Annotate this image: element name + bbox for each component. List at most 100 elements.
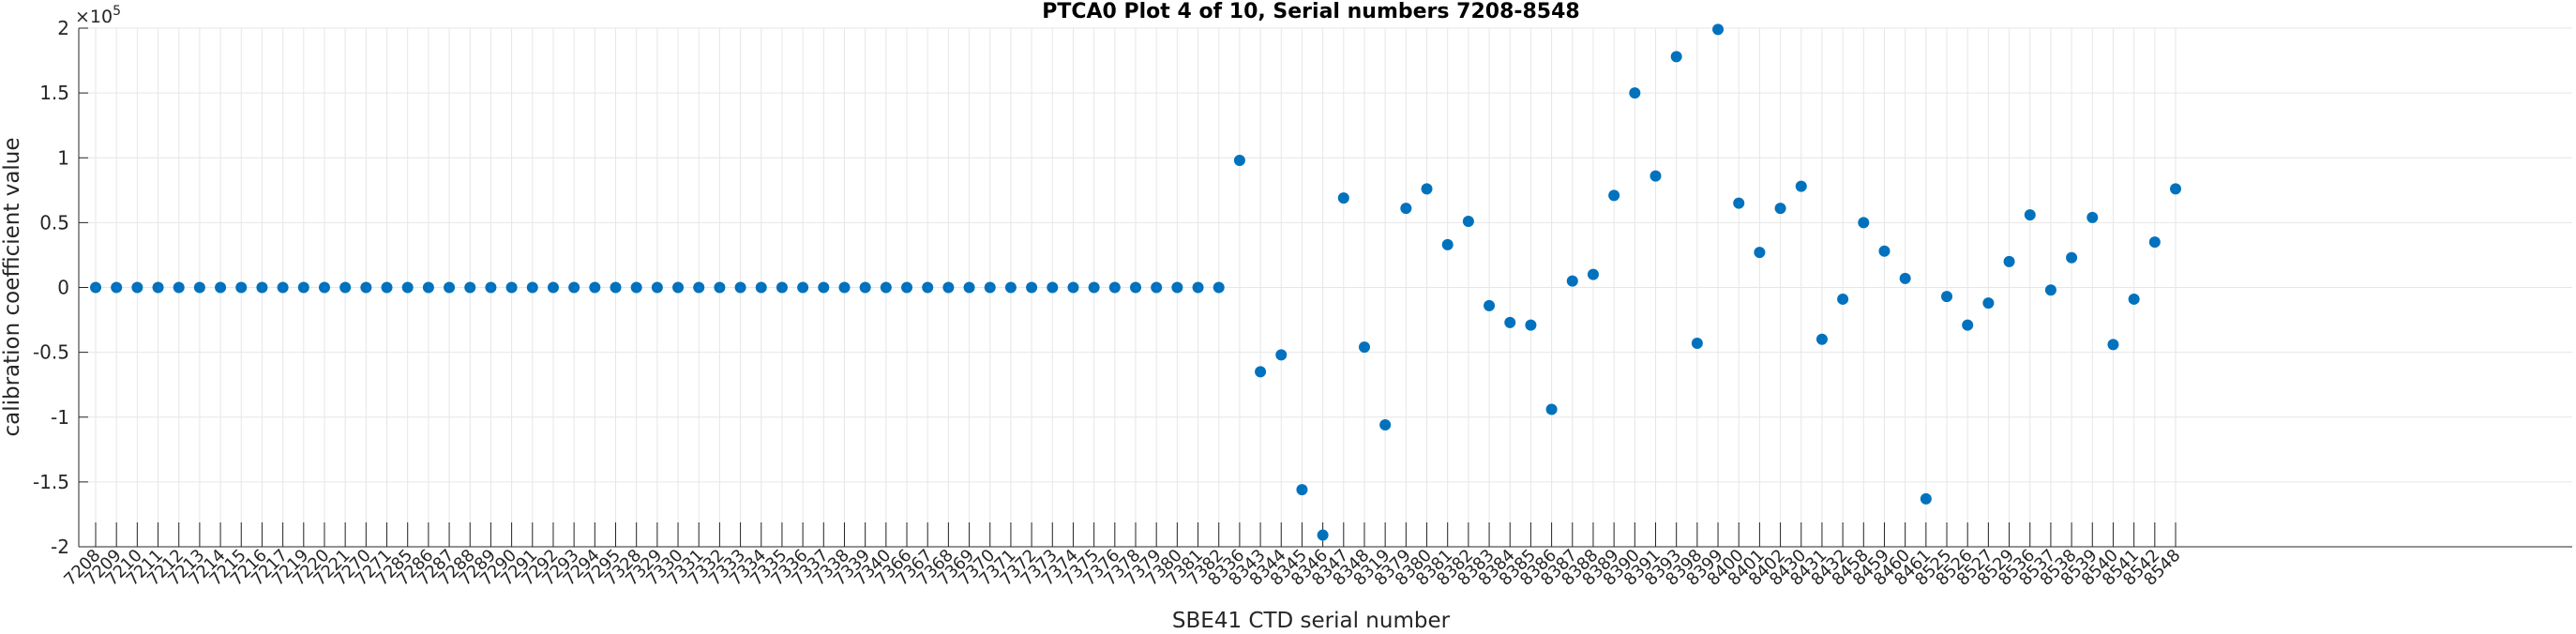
- data-point-8381: [1441, 238, 1454, 250]
- data-point-7209: [111, 281, 123, 294]
- y-tick-label: -0.5: [33, 341, 69, 364]
- data-point-8383: [1484, 299, 1496, 311]
- data-point-7375: [1088, 281, 1100, 294]
- data-point-8431: [1815, 333, 1828, 345]
- data-point-8388: [1587, 268, 1599, 280]
- data-point-8385: [1525, 319, 1537, 331]
- data-point-7210: [131, 281, 143, 294]
- data-point-8393: [1670, 51, 1682, 63]
- data-point-7373: [1047, 281, 1059, 294]
- data-point-7295: [610, 281, 622, 294]
- data-point-8542: [2148, 236, 2161, 249]
- data-point-8384: [1504, 316, 1516, 328]
- data-point-8390: [1629, 87, 1641, 99]
- data-point-7380: [1171, 281, 1183, 294]
- data-point-8548: [2170, 183, 2181, 195]
- data-point-7270: [360, 281, 372, 294]
- data-point-8348: [1358, 341, 1370, 354]
- data-point-8527: [1982, 297, 1995, 309]
- data-point-7333: [734, 281, 746, 294]
- data-point-7329: [651, 281, 663, 294]
- data-point-7215: [235, 281, 248, 294]
- data-point-7369: [963, 281, 975, 294]
- data-point-7216: [256, 281, 268, 294]
- y-tick-label: 1.5: [39, 82, 69, 104]
- data-point-8459: [1878, 245, 1891, 257]
- x-tick-labels: 7208720972107211721272137214721572167217…: [60, 546, 2184, 590]
- data-point-7331: [693, 281, 705, 294]
- data-point-7290: [505, 281, 518, 294]
- data-point-7381: [1192, 281, 1204, 294]
- chart-title: PTCA0 Plot 4 of 10, Serial numbers 7208-…: [1042, 0, 1579, 23]
- data-point-8391: [1650, 170, 1662, 182]
- data-point-8539: [2086, 211, 2099, 223]
- data-point-7339: [859, 281, 871, 294]
- data-point-8402: [1774, 203, 1786, 215]
- data-point-8346: [1317, 529, 1329, 541]
- data-point-7334: [755, 281, 767, 294]
- data-point-7368: [942, 281, 955, 294]
- y-tick-label: 0.5: [39, 211, 69, 234]
- data-point-7285: [401, 281, 414, 294]
- y-exponent-base: ×10: [75, 7, 113, 27]
- data-point-7220: [318, 281, 330, 294]
- data-point-7340: [880, 281, 892, 294]
- data-points: [90, 23, 2181, 541]
- data-point-7366: [901, 281, 913, 294]
- data-point-8458: [1858, 217, 1870, 229]
- data-point-7378: [1130, 281, 1141, 294]
- data-point-7379: [1151, 281, 1163, 294]
- data-point-7219: [297, 281, 309, 294]
- data-point-7294: [589, 281, 601, 294]
- data-point-8526: [1962, 319, 1974, 331]
- data-point-8398: [1691, 337, 1703, 349]
- x-axis-title: SBE41 CTD serial number: [1172, 609, 1451, 633]
- data-point-7291: [526, 281, 538, 294]
- data-point-7371: [1004, 281, 1017, 294]
- y-tick-label: 2: [57, 17, 69, 39]
- data-point-8540: [2107, 339, 2119, 351]
- data-point-7287: [444, 281, 456, 294]
- data-point-7286: [422, 281, 434, 294]
- y-tick-label: 0: [57, 277, 69, 299]
- data-point-7212: [173, 281, 185, 294]
- y-tick-label: -1: [51, 406, 69, 429]
- data-point-7214: [215, 281, 227, 294]
- data-point-7335: [776, 281, 788, 294]
- axis-layer: [78, 27, 2572, 548]
- data-point-7336: [797, 281, 809, 294]
- data-point-7328: [630, 281, 642, 294]
- data-point-8537: [2044, 284, 2056, 296]
- y-tick-label: -1.5: [33, 471, 69, 493]
- y-axis-title: calibration coefficient value: [0, 137, 24, 436]
- data-point-8336: [1233, 155, 1245, 167]
- data-point-7271: [381, 281, 393, 294]
- data-point-8399: [1712, 23, 1725, 36]
- data-point-8525: [1941, 291, 1953, 303]
- data-point-8460: [1899, 272, 1911, 284]
- data-point-8319: [1379, 419, 1392, 431]
- data-point-7221: [339, 281, 352, 294]
- data-point-7217: [277, 281, 289, 294]
- data-point-7382: [1213, 281, 1225, 294]
- data-point-8347: [1337, 192, 1349, 204]
- data-point-8379: [1400, 203, 1412, 215]
- y-exponent-power: 5: [113, 4, 121, 19]
- data-point-7367: [922, 281, 934, 294]
- data-point-8529: [2003, 255, 2015, 267]
- data-point-8380: [1421, 183, 1433, 195]
- data-point-7289: [485, 281, 497, 294]
- data-point-8387: [1566, 275, 1578, 287]
- data-point-7332: [714, 281, 726, 294]
- data-point-7374: [1067, 281, 1079, 294]
- data-point-7213: [193, 281, 205, 294]
- data-point-7292: [547, 281, 559, 294]
- data-point-7337: [818, 281, 830, 294]
- data-point-8401: [1754, 247, 1766, 259]
- data-point-7372: [1026, 281, 1038, 294]
- data-point-7370: [984, 281, 996, 294]
- data-point-8541: [2128, 293, 2140, 305]
- data-point-7330: [672, 281, 685, 294]
- data-point-7288: [464, 281, 476, 294]
- data-point-8432: [1837, 293, 1849, 305]
